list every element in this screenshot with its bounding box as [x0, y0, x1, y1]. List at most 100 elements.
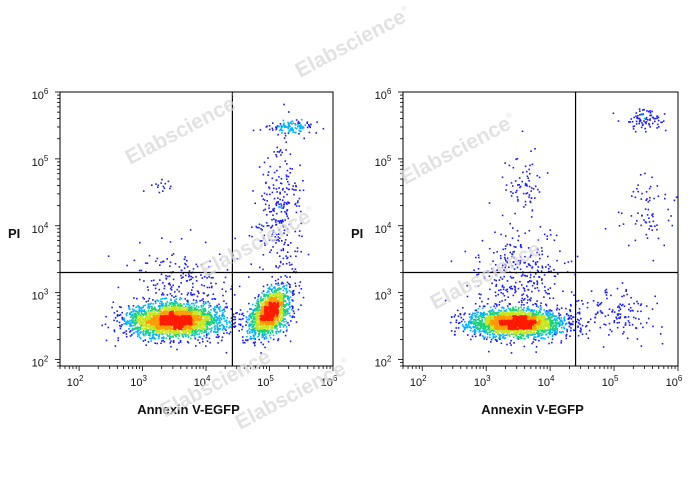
- event-dot: [259, 324, 262, 326]
- event-dot: [270, 318, 273, 321]
- event-dot: [207, 328, 209, 331]
- event-dot: [306, 121, 309, 123]
- event-dot: [158, 330, 160, 332]
- event-dot: [531, 342, 533, 345]
- event-dot: [154, 284, 157, 287]
- event-dot: [170, 308, 173, 311]
- event-dot: [266, 327, 269, 329]
- event-dot: [257, 295, 260, 298]
- event-dot: [201, 323, 203, 326]
- event-dot: [113, 330, 116, 333]
- event-dot: [253, 309, 255, 312]
- event-dot: [295, 321, 298, 323]
- event-dot: [190, 329, 193, 331]
- event-dot: [175, 335, 177, 338]
- event-dot: [176, 348, 178, 351]
- event-dot: [214, 315, 217, 317]
- event-dot: [154, 329, 156, 331]
- event-dot: [278, 203, 280, 206]
- event-dot: [271, 224, 274, 227]
- event-dot: [150, 310, 152, 312]
- event-dot: [286, 209, 289, 211]
- event-dot: [246, 330, 248, 333]
- event-dot: [198, 320, 201, 323]
- event-dot: [225, 326, 228, 328]
- event-dot: [274, 287, 276, 289]
- event-dot: [280, 178, 283, 180]
- event-dot: [261, 299, 263, 302]
- event-dot: [269, 326, 272, 329]
- event-dot: [216, 334, 219, 336]
- event-dot: [144, 319, 146, 322]
- event-dot: [175, 331, 177, 334]
- event-dot: [139, 332, 141, 334]
- event-dot: [228, 321, 231, 324]
- event-dot: [170, 289, 173, 291]
- event-dot: [266, 323, 268, 325]
- event-dot: [190, 320, 193, 322]
- event-dot: [221, 339, 223, 342]
- event-dot: [123, 323, 125, 325]
- event-dot: [180, 310, 183, 313]
- event-dot: [559, 314, 562, 316]
- event-dot: [137, 318, 139, 321]
- event-dot: [211, 319, 213, 322]
- event-dot: [128, 306, 131, 308]
- event-dot: [292, 289, 295, 292]
- event-dot: [283, 196, 285, 198]
- event-dot: [285, 202, 288, 204]
- event-dot: [474, 335, 477, 338]
- event-dot: [287, 127, 289, 130]
- event-dot: [268, 125, 271, 127]
- event-dot: [187, 304, 189, 306]
- event-dot: [283, 285, 285, 287]
- event-dot: [290, 127, 292, 130]
- event-dot: [213, 322, 215, 325]
- event-dot: [202, 292, 205, 294]
- event-dot: [159, 321, 162, 323]
- event-dot: [282, 289, 285, 292]
- event-dot: [251, 235, 253, 238]
- event-dot: [141, 315, 143, 317]
- event-dot: [233, 323, 235, 325]
- event-dot: [290, 291, 292, 293]
- event-dot: [160, 315, 163, 317]
- event-dot: [277, 238, 279, 241]
- event-dot: [200, 319, 202, 322]
- event-dot: [268, 334, 271, 337]
- event-dot: [280, 207, 283, 209]
- event-dot: [277, 315, 280, 318]
- event-dot: [256, 319, 258, 322]
- event-dot: [266, 328, 268, 331]
- event-dot: [167, 310, 169, 313]
- event-dot: [275, 204, 278, 207]
- event-dot: [273, 187, 275, 190]
- event-dot: [287, 308, 290, 310]
- event-dot: [200, 317, 202, 319]
- event-dot: [281, 315, 284, 318]
- event-dot: [146, 330, 148, 333]
- event-dot: [156, 328, 159, 330]
- event-dot: [180, 315, 183, 317]
- event-dot: [189, 313, 192, 316]
- event-dot: [219, 258, 222, 261]
- event-dot: [274, 295, 276, 297]
- event-dot: [532, 341, 535, 343]
- event-dot: [193, 325, 195, 328]
- event-dot: [254, 304, 257, 307]
- event-dot: [210, 323, 212, 325]
- event-dot: [187, 341, 190, 344]
- event-dot: [190, 319, 192, 321]
- event-dot: [256, 312, 258, 315]
- event-dot: [258, 223, 261, 226]
- event-dot: [250, 324, 252, 327]
- event-dot: [210, 309, 212, 311]
- event-dot: [173, 321, 175, 324]
- event-dot: [168, 330, 171, 333]
- event-dot: [271, 235, 273, 237]
- event-dot: [155, 315, 158, 317]
- event-dot: [279, 261, 282, 264]
- event-dot: [152, 308, 155, 310]
- event-dot: [164, 315, 166, 317]
- event-dot: [262, 302, 264, 305]
